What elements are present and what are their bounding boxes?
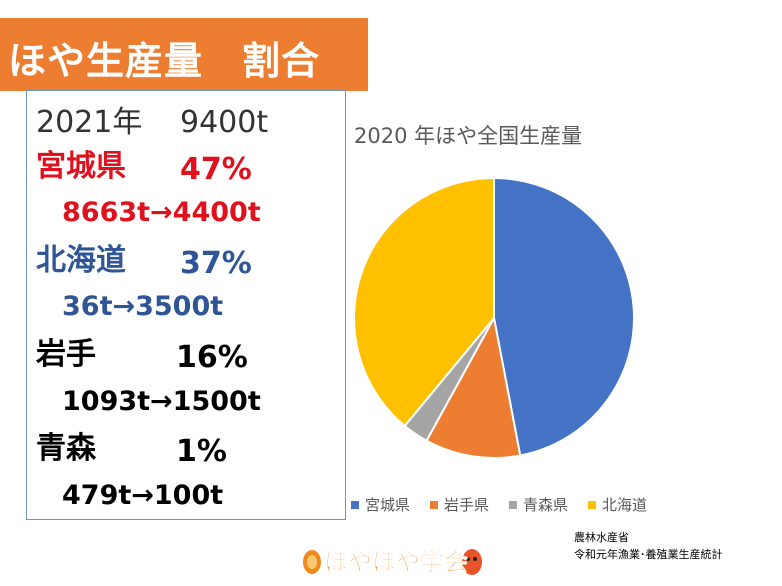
region-percent-aomori: 1% bbox=[176, 434, 227, 469]
legend-swatch-miyagi bbox=[351, 500, 359, 509]
source-note: 農林水産省 令和元年漁業･養殖業生産統計 bbox=[574, 530, 723, 563]
region-change-iwate: 1093t→1500t bbox=[62, 386, 261, 417]
pie-chart bbox=[353, 176, 635, 459]
legend-item-hokkaido: 北海道 bbox=[588, 494, 647, 515]
pie-slice-iwate bbox=[425, 315, 522, 459]
legend-label-hokkaido: 北海道 bbox=[602, 496, 648, 514]
region-percent-iwate: 16% bbox=[176, 340, 248, 375]
region-name-miyagi: 宮城県 bbox=[36, 149, 126, 184]
legend-label-iwate: 岩手県 bbox=[444, 496, 490, 514]
legend-item-iwate: 岩手県 bbox=[430, 494, 489, 515]
source-line-1: 農林水産省 bbox=[574, 531, 629, 544]
region-name-aomori: 青森 bbox=[36, 431, 96, 466]
hoya-society-logo: ほやほや学会 bbox=[303, 548, 482, 576]
summary-total: 9400t bbox=[180, 105, 269, 140]
region-change-aomori: 479t→100t bbox=[62, 480, 224, 511]
legend-label-aomori: 青森県 bbox=[523, 496, 569, 514]
title-banner bbox=[0, 18, 368, 91]
pie-slice-miyagi bbox=[493, 176, 635, 457]
summary-year: 2021年 bbox=[36, 105, 143, 140]
region-percent-miyagi: 47% bbox=[180, 152, 252, 187]
region-change-hokkaido: 36t→3500t bbox=[62, 291, 224, 322]
legend-label-miyagi: 宮城県 bbox=[365, 496, 411, 514]
chart-title: 2020 年ほや全国生産量 bbox=[354, 124, 583, 148]
legend-swatch-aomori bbox=[509, 500, 518, 509]
legend-swatch-iwate bbox=[430, 500, 439, 509]
region-change-miyagi: 8663t→4400t bbox=[62, 197, 261, 228]
legend-swatch-hokkaido bbox=[588, 500, 597, 509]
legend-item-aomori: 青森県 bbox=[509, 494, 568, 515]
logo-text: ほやほや学会 bbox=[324, 548, 468, 576]
region-percent-hokkaido: 37% bbox=[180, 246, 252, 281]
chart-legend: 宮城県 岩手県 青森県 北海道 bbox=[351, 494, 647, 515]
summary-box bbox=[26, 90, 346, 520]
legend-item-miyagi: 宮城県 bbox=[351, 494, 410, 515]
page-title: ほや生産量 割合 bbox=[8, 39, 321, 83]
source-line-2: 令和元年漁業･養殖業生産統計 bbox=[574, 547, 723, 561]
pie-slice-hokkaido bbox=[353, 176, 495, 428]
pie-chart-panel: 2020 年ほや全国生産量 宮城県 岩手県 青森県 北海道 bbox=[347, 92, 763, 524]
region-name-iwate: 岩手 bbox=[36, 337, 96, 372]
region-name-hokkaido: 北海道 bbox=[36, 243, 126, 278]
